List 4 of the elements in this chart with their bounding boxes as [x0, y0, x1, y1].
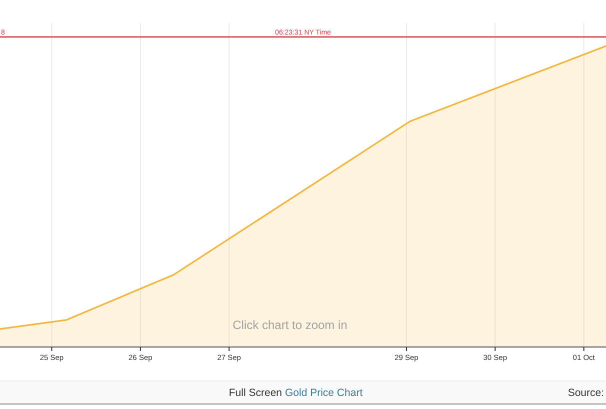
text: Gold Price Chart: [285, 387, 363, 399]
annotation: Click chart to zoom in: [232, 318, 348, 332]
text: Full Screen: [228, 387, 282, 399]
source-note: Source:: [568, 387, 604, 399]
